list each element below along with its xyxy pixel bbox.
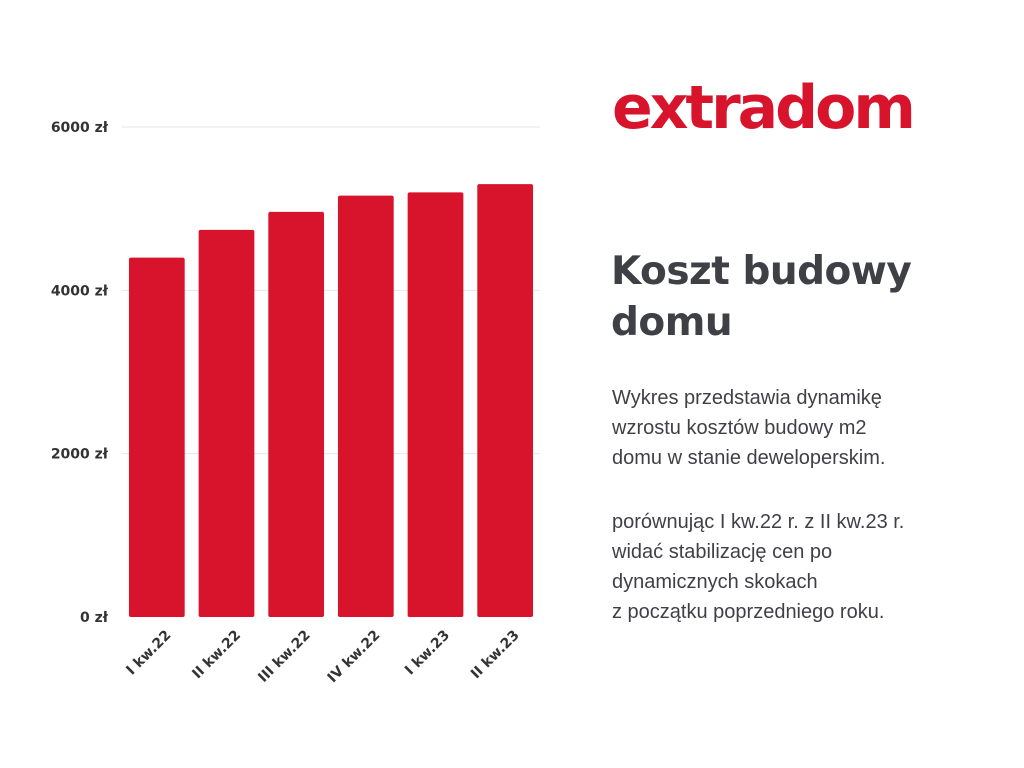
description-line: widać stabilizację cen po <box>612 541 833 563</box>
description-line: wzrostu kosztów budowy m2 <box>612 417 867 439</box>
grid-lines <box>122 126 540 455</box>
description-paragraph-1: Wykres przedstawia dynamikę wzrostu kosz… <box>612 383 1012 473</box>
headline-line: Koszt budowy <box>611 249 912 294</box>
y-tick-label: 6000 zł <box>51 120 109 136</box>
description-line: domu w stanie deweloperskim. <box>612 447 886 469</box>
description-paragraph-2: porównując I kw.22 r. z II kw.23 r. wida… <box>612 507 1012 627</box>
y-tick-label: 0 zł <box>80 610 109 626</box>
bar <box>128 257 185 617</box>
x-tick-label: III kw.22 <box>255 627 313 685</box>
x-tick-label: II kw.22 <box>189 627 244 682</box>
bars <box>128 184 534 618</box>
headline: Koszt budowy domu <box>611 246 1001 348</box>
description-line: porównując I kw.22 r. z II kw.23 r. <box>612 511 905 533</box>
bar <box>407 192 464 618</box>
description-line: z początku poprzedniego roku. <box>612 601 885 623</box>
headline-line: domu <box>611 300 733 345</box>
description-line: Wykres przedstawia dynamikę <box>612 387 882 409</box>
description-line: dynamicznych skokach <box>612 571 818 593</box>
bar <box>268 211 325 617</box>
x-tick-label: I kw.22 <box>123 627 174 678</box>
x-tick-label: I kw.23 <box>402 627 453 678</box>
x-tick-label: II kw.23 <box>468 627 523 682</box>
bar <box>198 229 255 617</box>
extradom-logo: extradom <box>612 73 916 143</box>
bar <box>337 195 394 617</box>
bar <box>477 184 534 617</box>
y-axis-ticks: 0 zł 2000 zł 4000 zł 6000 zł <box>51 120 109 626</box>
x-axis-labels: I kw.22 II kw.22 III kw.22 IV kw.22 I kw.23 I… <box>123 627 522 686</box>
x-tick-label: IV kw.22 <box>325 627 384 686</box>
y-tick-label: 2000 zł <box>51 447 109 463</box>
y-tick-label: 4000 zł <box>51 283 109 299</box>
